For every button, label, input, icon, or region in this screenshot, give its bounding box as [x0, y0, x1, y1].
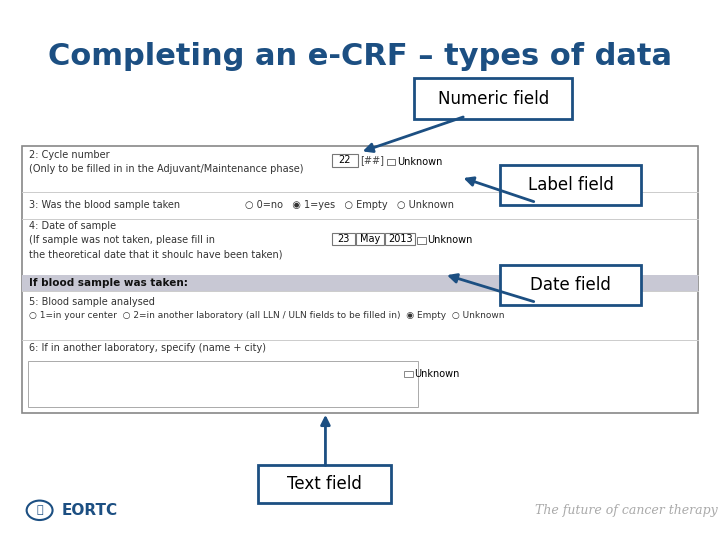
Text: 5: Blood sample analysed: 5: Blood sample analysed — [29, 298, 155, 307]
FancyBboxPatch shape — [356, 233, 384, 245]
Text: [##]: [##] — [360, 156, 384, 165]
FancyBboxPatch shape — [414, 78, 572, 119]
FancyBboxPatch shape — [500, 165, 641, 205]
Text: 2: Cycle number
(Only to be filled in in the Adjuvant/Maintenance phase): 2: Cycle number (Only to be filled in in… — [29, 150, 303, 174]
FancyBboxPatch shape — [332, 154, 358, 167]
Text: Completing an e-CRF – types of data: Completing an e-CRF – types of data — [48, 42, 672, 71]
Text: 22: 22 — [338, 156, 351, 165]
Text: The future of cancer therapy: The future of cancer therapy — [535, 504, 718, 517]
Text: 23: 23 — [337, 234, 350, 244]
Bar — [22, 275, 698, 291]
Text: Unknown: Unknown — [397, 157, 442, 167]
Text: 2013: 2013 — [388, 234, 413, 244]
Text: Unknown: Unknown — [414, 369, 459, 379]
Text: Text field: Text field — [287, 475, 361, 494]
Text: If blood sample was taken:: If blood sample was taken: — [29, 278, 188, 288]
Text: 4: Date of sample
(If sample was not taken, please fill in
the theoretical date : 4: Date of sample (If sample was not tak… — [29, 221, 282, 259]
Text: Label field: Label field — [528, 176, 613, 194]
Text: 6: If in another laboratory, specify (name + city): 6: If in another laboratory, specify (na… — [29, 343, 266, 353]
Text: ○ 1=in your center  ○ 2=in another laboratory (all LLN / ULN fields to be filled: ○ 1=in your center ○ 2=in another labora… — [29, 312, 504, 320]
FancyBboxPatch shape — [28, 361, 418, 407]
FancyBboxPatch shape — [404, 371, 413, 377]
FancyBboxPatch shape — [258, 465, 391, 503]
Text: EORTC: EORTC — [61, 503, 117, 518]
Text: ○ 0=no   ◉ 1=yes   ○ Empty   ○ Unknown: ○ 0=no ◉ 1=yes ○ Empty ○ Unknown — [245, 200, 454, 210]
FancyBboxPatch shape — [500, 265, 641, 305]
FancyBboxPatch shape — [417, 237, 426, 244]
Text: Date field: Date field — [530, 276, 611, 294]
Text: Unknown: Unknown — [427, 235, 472, 245]
FancyBboxPatch shape — [387, 159, 395, 165]
Text: May: May — [360, 234, 380, 244]
Text: ⛰: ⛰ — [36, 505, 43, 515]
FancyBboxPatch shape — [385, 233, 415, 245]
FancyBboxPatch shape — [22, 146, 698, 413]
Text: Numeric field: Numeric field — [438, 90, 549, 107]
FancyBboxPatch shape — [332, 233, 355, 245]
Text: 3: Was the blood sample taken: 3: Was the blood sample taken — [29, 200, 180, 210]
